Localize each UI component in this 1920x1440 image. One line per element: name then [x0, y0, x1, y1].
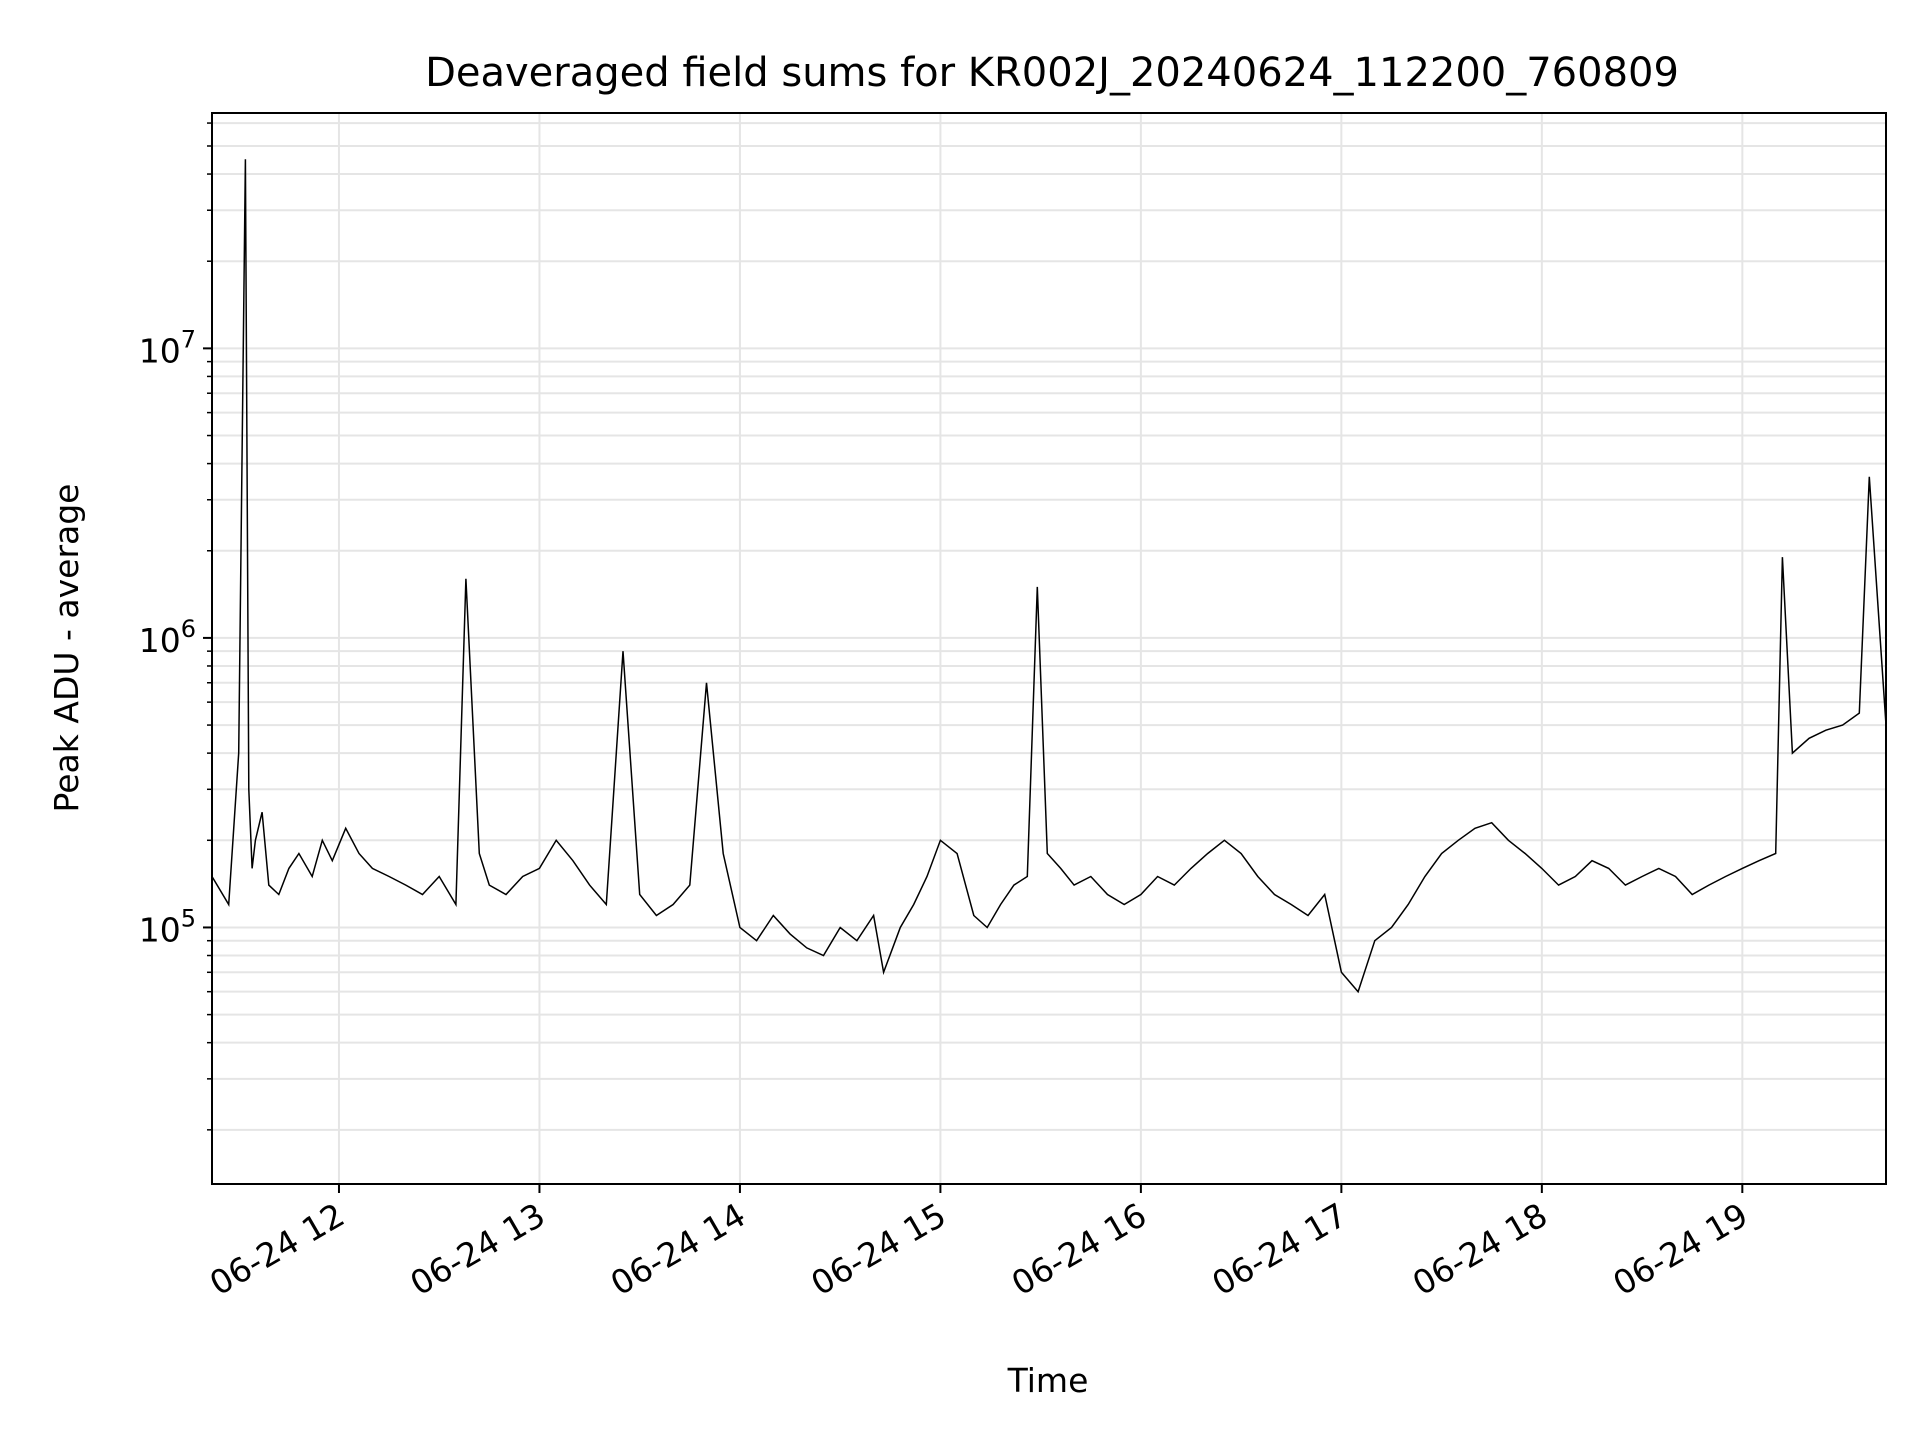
chart-title: Deaveraged field sums for KR002J_2024062… — [425, 50, 1679, 96]
y-tick-exponent: 7 — [181, 325, 196, 353]
grid — [212, 113, 1886, 1184]
y-tick-label: 106 — [139, 615, 196, 660]
x-axis-label: Time — [1007, 1361, 1089, 1400]
plot-area — [211, 159, 1887, 994]
series-line — [211, 159, 1887, 994]
y-tick-exponent: 5 — [181, 904, 196, 932]
y-tick-exponent: 6 — [181, 615, 196, 643]
y-tick-label: 107 — [139, 325, 196, 370]
y-tick-base: 10 — [139, 331, 181, 370]
y-tick-base: 10 — [139, 910, 181, 949]
y-axis-label: Peak ADU - average — [47, 484, 86, 813]
plot-frame — [211, 112, 1887, 1185]
y-tick-label: 105 — [139, 904, 196, 949]
y-tick-base: 10 — [139, 621, 181, 660]
